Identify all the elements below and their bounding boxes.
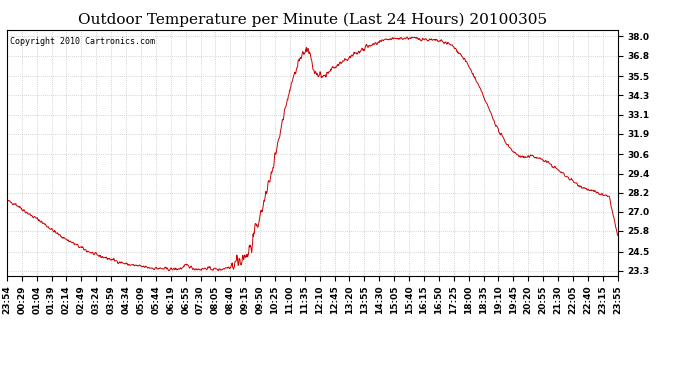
Title: Outdoor Temperature per Minute (Last 24 Hours) 20100305: Outdoor Temperature per Minute (Last 24 …	[78, 13, 546, 27]
Text: Copyright 2010 Cartronics.com: Copyright 2010 Cartronics.com	[10, 38, 155, 46]
